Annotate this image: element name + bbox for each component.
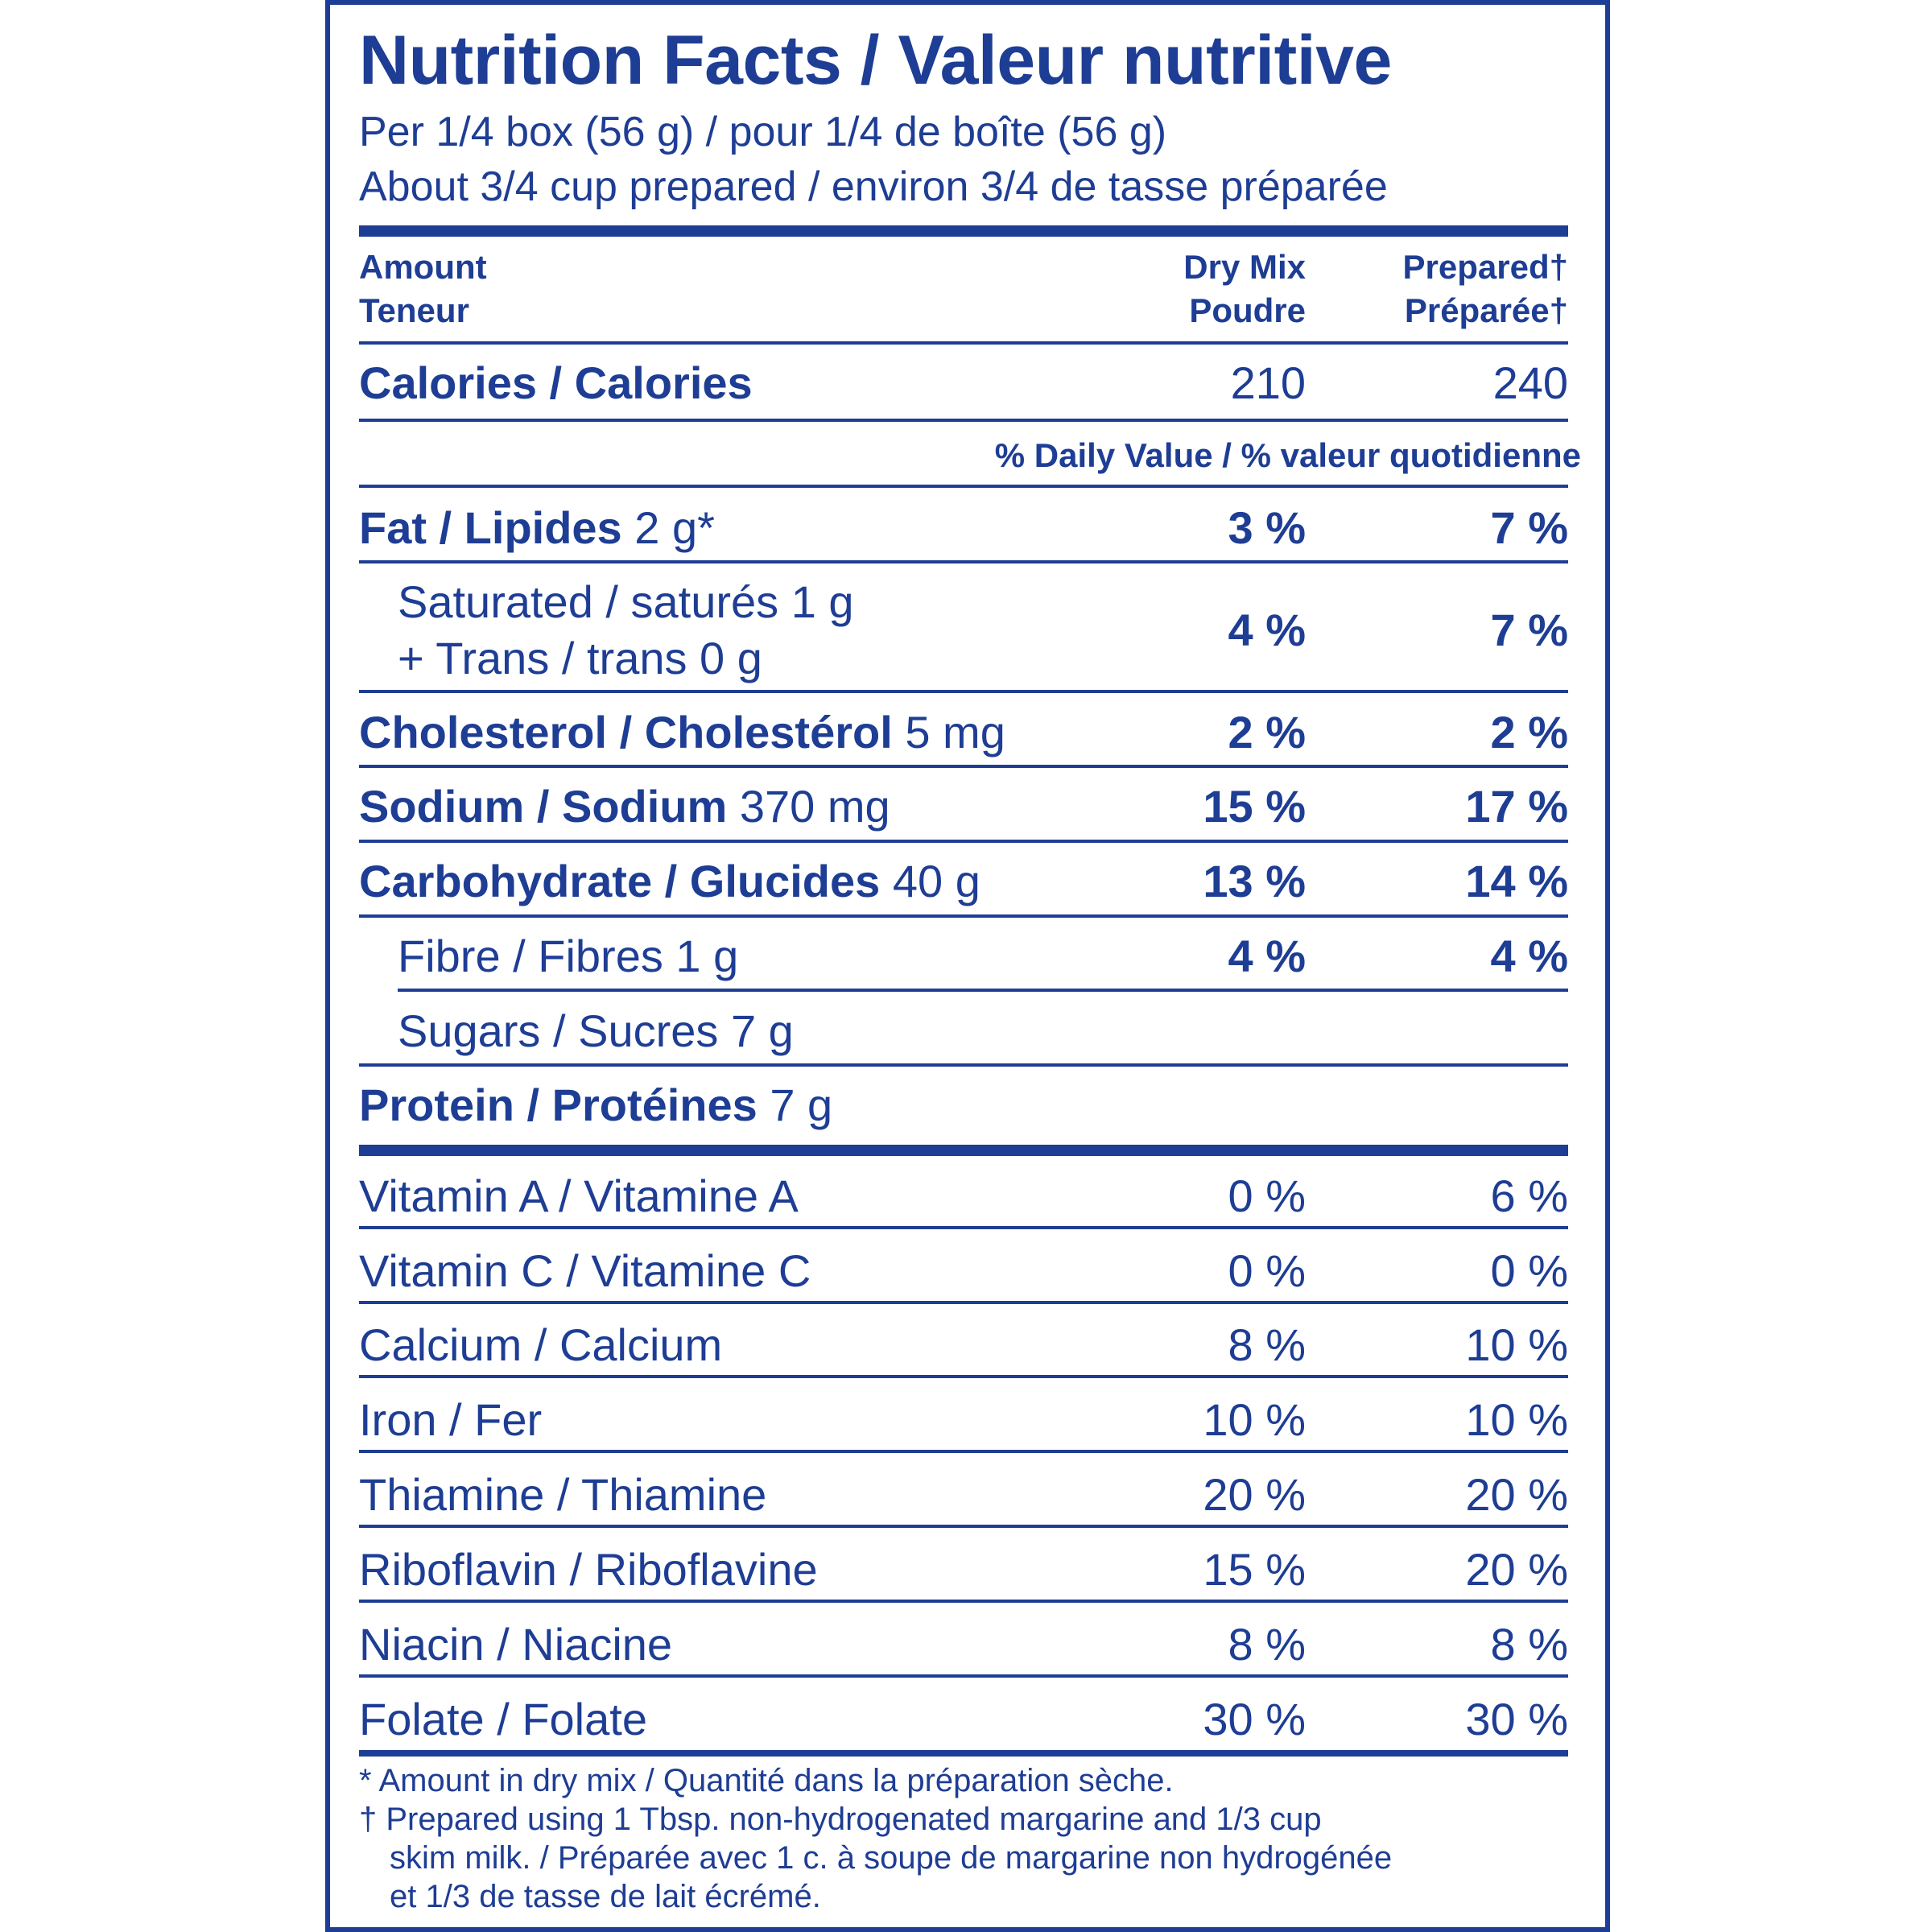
vitamin-prepared: 10 % xyxy=(1465,1319,1568,1370)
vitamin-prepared: 20 % xyxy=(1465,1544,1568,1595)
vitamin-prepared: 8 % xyxy=(1490,1619,1569,1670)
vitamin-dry: 0 % xyxy=(1228,1170,1307,1221)
vitamin-prepared: 20 % xyxy=(1465,1469,1568,1520)
vitamin-dry: 8 % xyxy=(1228,1319,1307,1370)
serving-prepared: About 3/4 cup prepared / environ 3/4 de … xyxy=(359,163,1388,210)
divider xyxy=(359,765,1568,768)
divider xyxy=(359,1375,1568,1378)
dry-mix-header-fr: Poudre xyxy=(1189,291,1306,329)
dry-mix-header-en: Dry Mix xyxy=(1183,248,1306,286)
vitamin-label: Iron / Fer xyxy=(359,1394,543,1445)
carbohydrate-amount: 40 g xyxy=(880,856,980,906)
divider xyxy=(359,1674,1568,1678)
vitamin-label: Calcium / Calcium xyxy=(359,1319,723,1370)
divider xyxy=(359,1525,1568,1528)
sodium-dry: 15 % xyxy=(1203,781,1306,832)
cholesterol-label: Cholesterol / Cholestérol xyxy=(359,707,893,758)
vitamin-dry: 8 % xyxy=(1228,1619,1307,1670)
vitamin-label: Riboflavin / Riboflavine xyxy=(359,1544,818,1595)
protein-label: Protein / Protéines xyxy=(359,1080,758,1130)
divider xyxy=(359,1750,1568,1757)
vitamin-dry: 15 % xyxy=(1203,1544,1306,1595)
cholesterol-amount: 5 mg xyxy=(892,707,1005,758)
divider xyxy=(359,1226,1568,1229)
divider xyxy=(359,840,1568,843)
amount-header-fr: Teneur xyxy=(359,291,469,329)
vitamin-label: Niacin / Niacine xyxy=(359,1619,673,1670)
vitamin-label: Vitamin C / Vitamine C xyxy=(359,1245,811,1296)
amount-header-en: Amount xyxy=(359,248,487,286)
sodium-amount: 370 mg xyxy=(727,781,890,832)
cholesterol-prepared: 2 % xyxy=(1490,707,1569,758)
daily-value-header: % Daily Value / % valeur quotidienne xyxy=(994,436,1581,474)
divider xyxy=(359,419,1568,422)
fat-dry: 3 % xyxy=(1228,502,1307,553)
vitamin-prepared: 30 % xyxy=(1465,1694,1568,1744)
page-title: Nutrition Facts / Valeur nutritive xyxy=(359,22,1392,99)
footnote-dry-mix: * Amount in dry mix / Quantité dans la p… xyxy=(359,1763,1174,1798)
calories-label: Calories / Calories xyxy=(359,357,753,408)
divider xyxy=(398,989,1568,992)
sodium-label: Sodium / Sodium xyxy=(359,781,728,832)
nutrition-facts-panel: Nutrition Facts / Valeur nutritive Per 1… xyxy=(325,0,1610,1932)
footnote-prepared-end: et 1/3 de tasse de lait écrémé. xyxy=(390,1879,821,1914)
calories-dry: 210 xyxy=(1230,357,1306,408)
divider xyxy=(359,1450,1568,1453)
footnote-prepared: † Prepared using 1 Tbsp. non-hydrogenate… xyxy=(359,1802,1322,1837)
calories-prepared: 240 xyxy=(1492,357,1568,408)
thick-divider xyxy=(359,225,1568,237)
protein-amount: 7 g xyxy=(757,1080,833,1130)
prepared-header-fr: Préparée† xyxy=(1404,291,1568,329)
fibre-prepared: 4 % xyxy=(1490,931,1569,981)
carbohydrate-prepared: 14 % xyxy=(1465,856,1568,906)
vitamin-prepared: 6 % xyxy=(1490,1170,1569,1221)
sugars-label: Sugars / Sucres 7 g xyxy=(398,1005,794,1056)
vitamin-dry: 20 % xyxy=(1203,1469,1306,1520)
carbohydrate-dry: 13 % xyxy=(1203,856,1306,906)
footnote-prepared-cont: skim milk. / Préparée avec 1 c. à soupe … xyxy=(390,1840,1393,1876)
vitamin-prepared: 10 % xyxy=(1465,1394,1568,1445)
vitamin-label: Thiamine / Thiamine xyxy=(359,1469,767,1520)
fibre-dry: 4 % xyxy=(1228,931,1307,981)
carbohydrate-label: Carbohydrate / Glucides xyxy=(359,856,881,906)
cholesterol-dry: 2 % xyxy=(1228,707,1307,758)
vitamin-dry: 30 % xyxy=(1203,1694,1306,1744)
vitamin-label: Folate / Folate xyxy=(359,1694,647,1744)
saturated-dry: 4 % xyxy=(1228,605,1307,655)
divider xyxy=(359,1063,1568,1067)
thick-divider xyxy=(359,1145,1568,1156)
serving-size: Per 1/4 box (56 g) / pour 1/4 de boîte (… xyxy=(359,109,1167,155)
vitamin-label: Vitamin A / Vitamine A xyxy=(359,1170,799,1221)
sodium-prepared: 17 % xyxy=(1465,781,1568,832)
fat-amount: 2 g* xyxy=(621,502,715,553)
divider xyxy=(359,690,1568,693)
vitamin-dry: 10 % xyxy=(1203,1394,1306,1445)
divider xyxy=(359,341,1568,345)
fat-prepared: 7 % xyxy=(1490,502,1569,553)
vitamin-dry: 0 % xyxy=(1228,1245,1307,1296)
divider xyxy=(359,485,1568,488)
fat-label: Fat / Lipides xyxy=(359,502,622,553)
saturated-prepared: 7 % xyxy=(1490,605,1569,655)
fibre-label: Fibre / Fibres 1 g xyxy=(398,931,739,981)
saturated-label: Saturated / saturés 1 g xyxy=(398,576,854,627)
prepared-header-en: Prepared† xyxy=(1402,248,1568,286)
vitamin-prepared: 0 % xyxy=(1490,1245,1569,1296)
divider xyxy=(359,914,1568,918)
divider xyxy=(359,560,1568,564)
divider xyxy=(359,1600,1568,1603)
trans-label: + Trans / trans 0 g xyxy=(398,633,762,683)
divider xyxy=(359,1301,1568,1304)
